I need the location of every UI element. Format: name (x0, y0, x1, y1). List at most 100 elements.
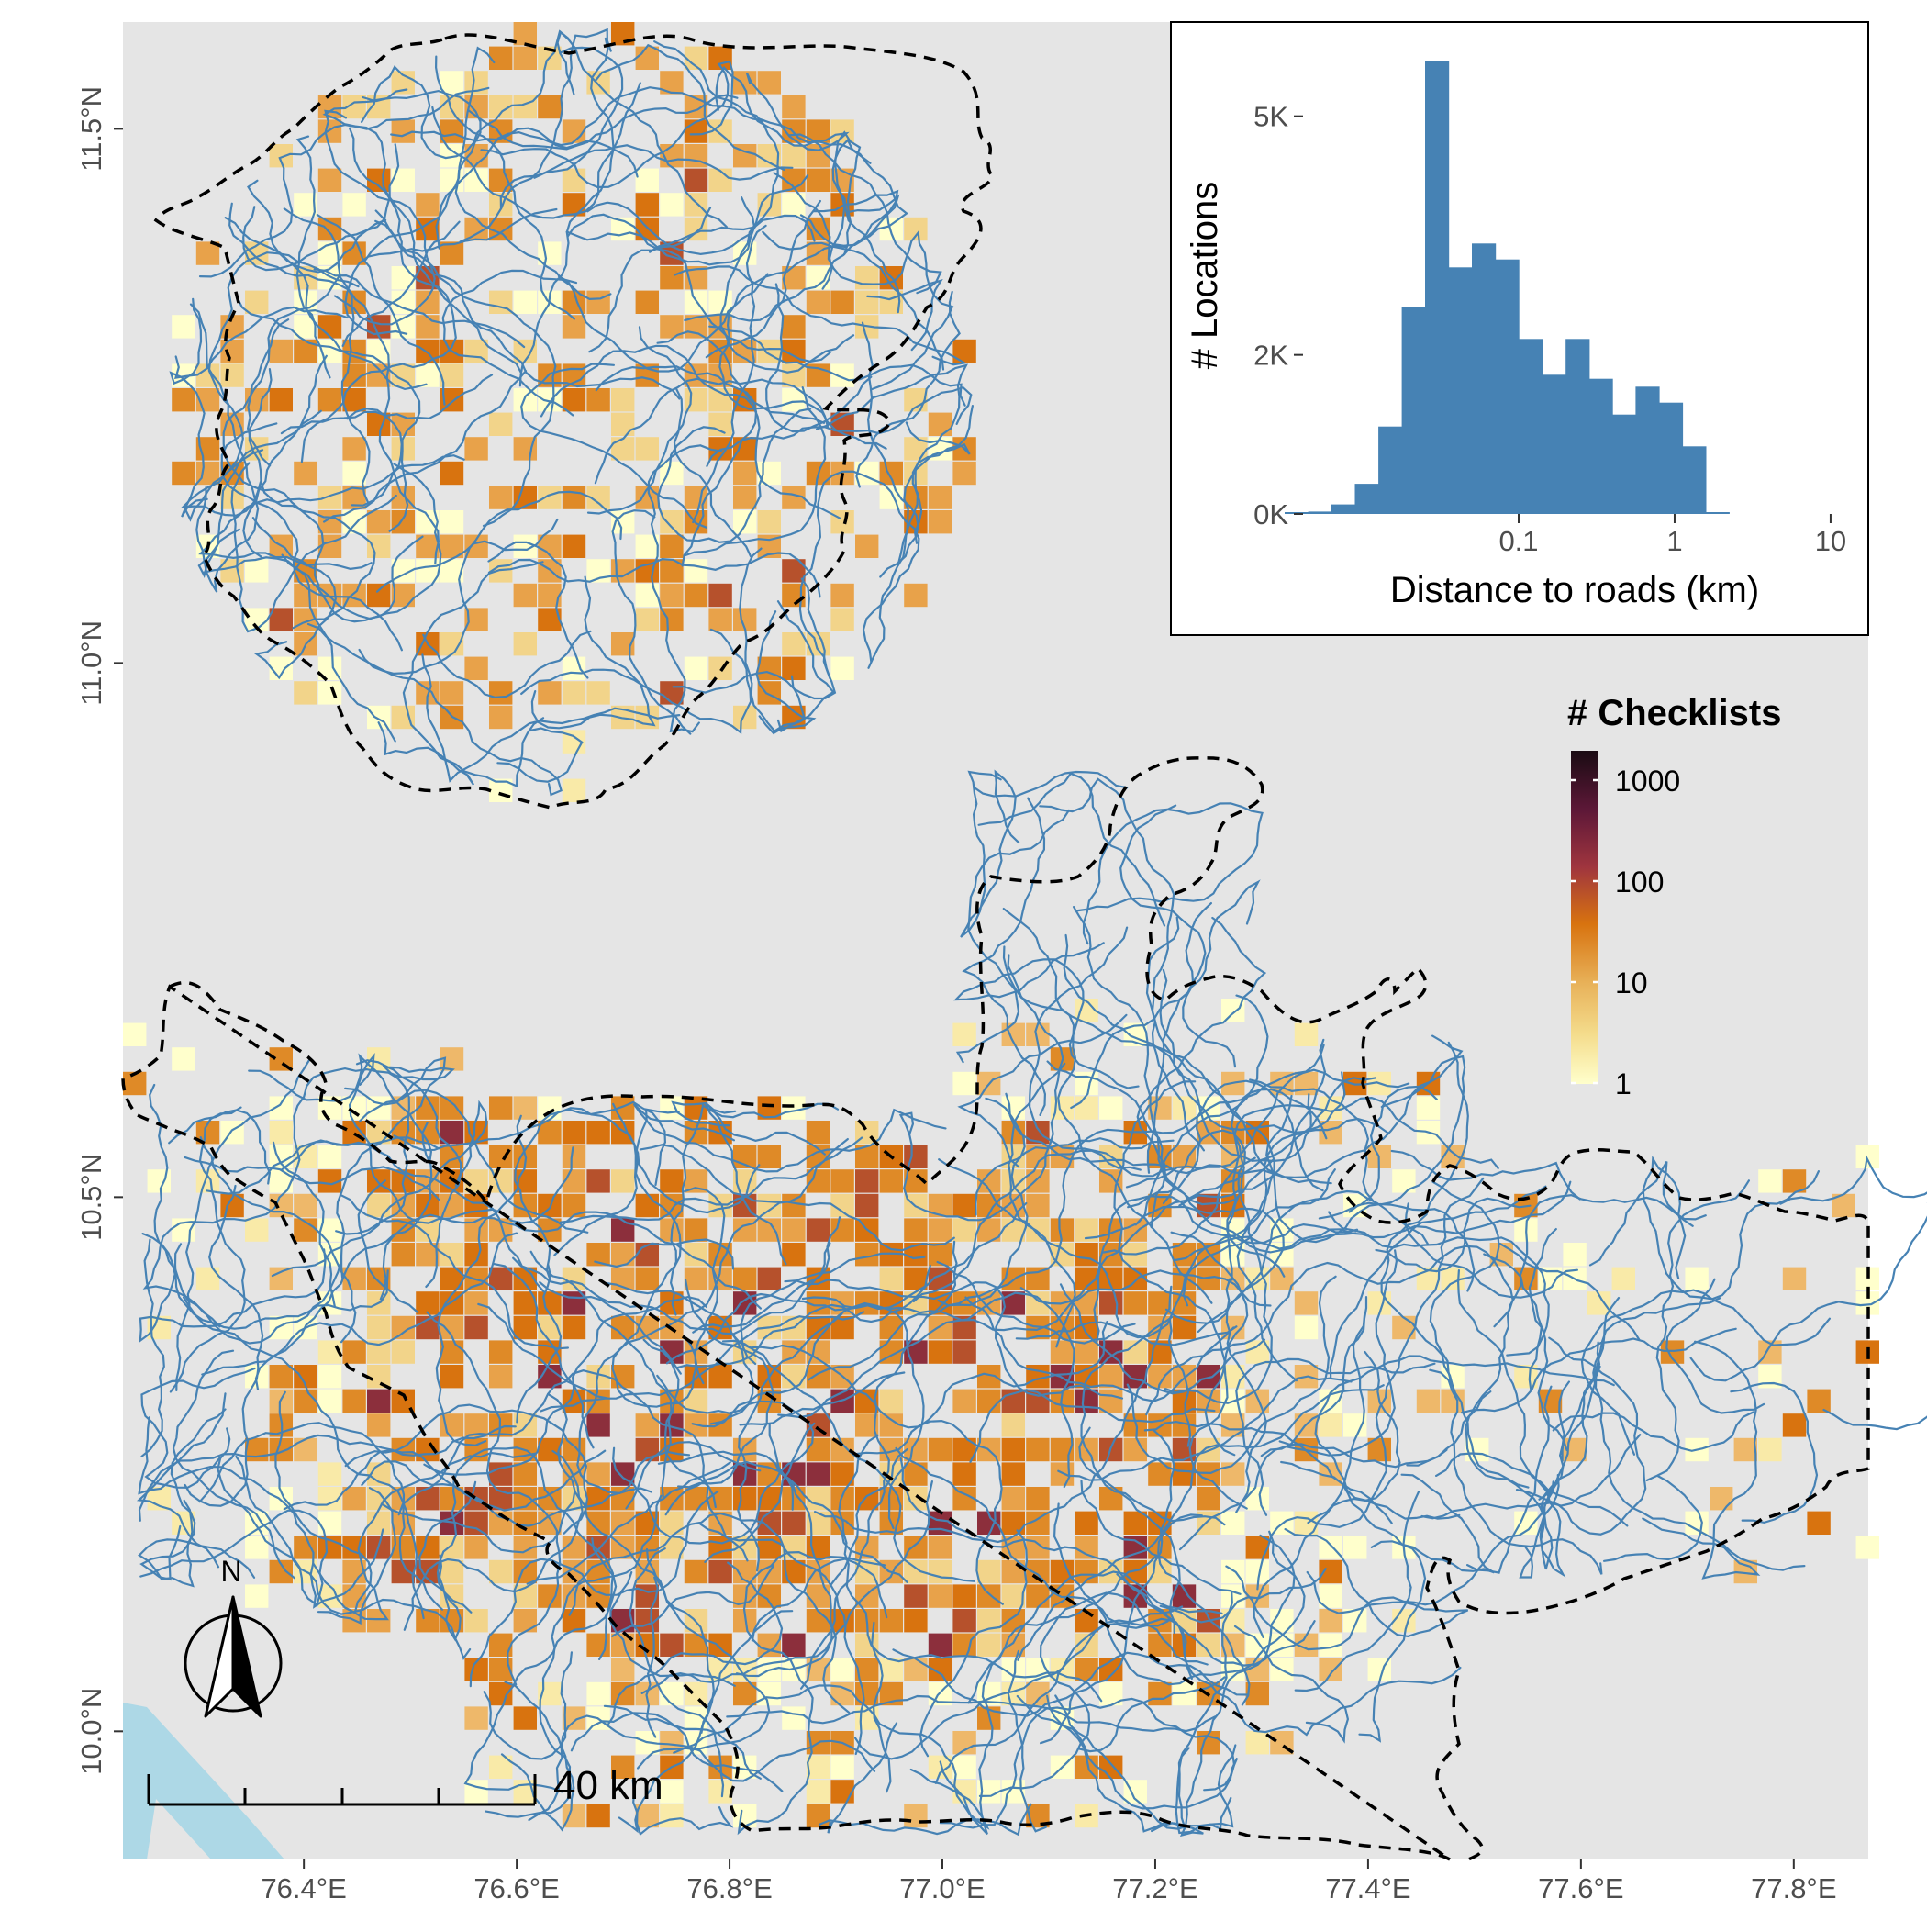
lon-label-4: 77.2°E (1112, 1872, 1197, 1904)
grid-cell (685, 657, 707, 680)
grid-cell (685, 193, 707, 216)
grid-cell (611, 413, 634, 436)
grid-cell (782, 193, 805, 216)
histogram-bar (1355, 484, 1379, 514)
grid-cell (708, 1780, 731, 1803)
grid-cell (880, 1390, 903, 1413)
grid-cell (611, 1169, 634, 1192)
grid-cell (294, 1194, 317, 1217)
legend-title: # Checklists (1567, 693, 1781, 733)
grid-cell (416, 363, 439, 386)
grid-cell (807, 291, 830, 314)
grid-cell (440, 681, 463, 704)
grid-cell (367, 535, 390, 558)
grid-cell (416, 340, 439, 363)
histogram-y-tick-1: 2K (1253, 340, 1288, 372)
grid-cell (489, 1560, 512, 1583)
grid-cell (1465, 1438, 1488, 1461)
grid-cell (807, 1218, 830, 1241)
grid-cell (563, 779, 585, 802)
grid-cell (1002, 1291, 1025, 1314)
grid-cell (1685, 1268, 1708, 1290)
lon-label-0: 76.4°E (261, 1872, 346, 1904)
grid-cell (342, 1390, 365, 1413)
grid-cell (318, 95, 341, 118)
grid-cell (782, 144, 805, 167)
grid-cell (1246, 1731, 1269, 1754)
grid-cell (807, 1536, 830, 1558)
grid-cell (123, 1023, 146, 1046)
grid-cell (172, 388, 195, 411)
grid-cell (392, 266, 415, 289)
grid-cell (952, 1584, 975, 1607)
grid-cell (660, 535, 683, 558)
grid-cell (1197, 1268, 1220, 1290)
grid-cell (1051, 1462, 1074, 1485)
grid-cell (904, 584, 927, 607)
grid-cell (733, 486, 756, 508)
grid-cell (1002, 1413, 1025, 1436)
grid-cell (904, 1145, 927, 1168)
grid-cell (758, 1634, 781, 1657)
grid-cell (489, 681, 512, 704)
grid-cell (318, 315, 341, 338)
grid-cell (758, 71, 781, 94)
lon-label-2: 76.8°E (686, 1872, 772, 1904)
grid-cell (245, 1584, 268, 1607)
grid-cell (782, 1634, 805, 1657)
grid-cell (1319, 1413, 1342, 1436)
grid-cell (807, 1121, 830, 1144)
grid-cell (1026, 1536, 1049, 1558)
grid-cell (367, 1390, 390, 1413)
grid-cell (1295, 1023, 1318, 1046)
grid-cell (489, 169, 512, 192)
grid-cell (563, 1145, 585, 1168)
grid-cell (1343, 1536, 1366, 1558)
grid-cell (830, 510, 853, 533)
legend-colorbar (1571, 751, 1598, 1084)
grid-cell (489, 1145, 512, 1168)
grid-cell (977, 1634, 1000, 1657)
grid-cell (807, 1462, 830, 1485)
grid-cell (807, 1487, 830, 1510)
grid-cell (563, 388, 585, 411)
grid-cell (416, 193, 439, 216)
histogram-x-tick-2: 10 (1815, 525, 1846, 557)
grid-cell (563, 119, 585, 142)
grid-cell (514, 584, 537, 607)
grid-cell (563, 169, 585, 192)
grid-cell (807, 1609, 830, 1632)
grid-cell (514, 1316, 537, 1339)
grid-cell (1026, 1194, 1049, 1217)
grid-cell (708, 657, 731, 680)
grid-cell (270, 1121, 293, 1144)
grid-cell (830, 608, 853, 631)
grid-cell (685, 1560, 707, 1583)
grid-cell (1075, 1096, 1097, 1119)
grid-cell (660, 1096, 683, 1119)
grid-cell (952, 1218, 975, 1241)
grid-cell (1392, 1169, 1415, 1192)
grid-cell (830, 657, 853, 680)
grid-cell (514, 22, 537, 45)
histogram-bar (1682, 446, 1706, 514)
histogram-bar (1519, 339, 1543, 514)
grid-cell (1051, 1560, 1074, 1583)
lat-label-0: 11.5°N (75, 86, 107, 172)
grid-cell (367, 1194, 390, 1217)
grid-cell (929, 1218, 952, 1241)
grid-cell (318, 1291, 341, 1314)
grid-cell (733, 462, 756, 485)
grid-cell (538, 1438, 561, 1461)
grid-cell (904, 1804, 927, 1827)
grid-cell (830, 584, 853, 607)
grid-cell (904, 1658, 927, 1681)
grid-cell (807, 1780, 830, 1803)
grid-cell (392, 1243, 415, 1266)
grid-cell (1758, 1438, 1781, 1461)
histogram-bar (1612, 415, 1636, 514)
grid-cell (514, 632, 537, 655)
grid-cell (172, 315, 195, 338)
grid-cell (416, 291, 439, 314)
grid-cell (880, 462, 903, 485)
